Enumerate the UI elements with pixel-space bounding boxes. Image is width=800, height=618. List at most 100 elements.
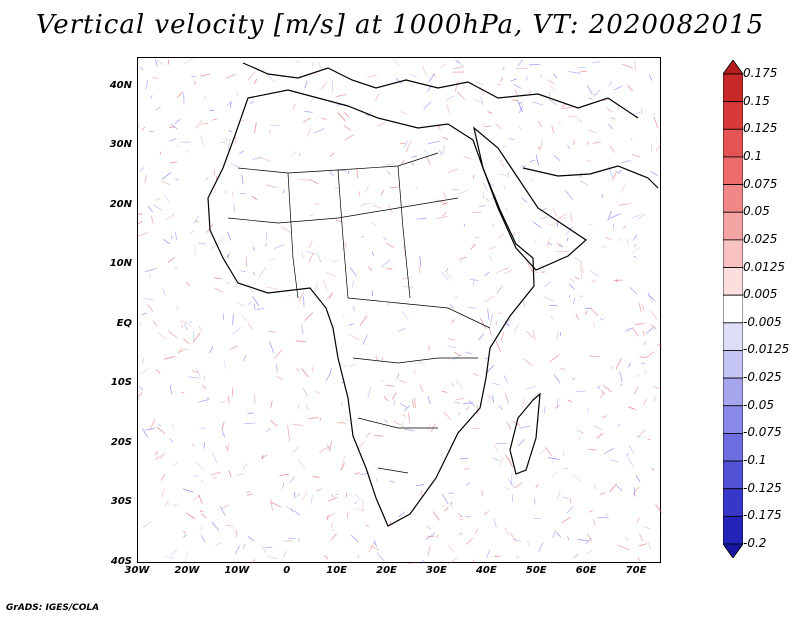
- velocity-contour: [360, 203, 366, 207]
- velocity-contour: [441, 390, 448, 393]
- velocity-contour: [605, 236, 613, 240]
- velocity-contour: [200, 73, 211, 77]
- velocity-contour: [372, 205, 382, 209]
- velocity-contour: [547, 242, 553, 246]
- velocity-contour: [568, 115, 578, 118]
- madagascar-coastline: [509, 392, 541, 475]
- velocity-contour: [637, 213, 646, 220]
- velocity-contour: [249, 100, 254, 105]
- velocity-contour: [147, 304, 154, 313]
- colorbar-segment: [723, 156, 743, 185]
- velocity-contour: [239, 150, 244, 154]
- velocity-contour: [483, 182, 488, 192]
- velocity-contour: [348, 333, 360, 341]
- velocity-contour: [589, 307, 599, 316]
- velocity-contour: [343, 125, 352, 131]
- velocity-contour: [175, 178, 179, 181]
- velocity-contour: [556, 490, 561, 500]
- velocity-contour: [496, 285, 504, 294]
- velocity-contour: [195, 120, 203, 129]
- lat-tick-label: 10N: [109, 258, 132, 270]
- colorbar-tick-label: -0.05: [743, 397, 775, 412]
- velocity-contour: [208, 109, 215, 112]
- velocity-contour: [139, 321, 142, 326]
- velocity-contour: [561, 496, 570, 500]
- velocity-contour: [225, 190, 228, 194]
- velocity-contour: [392, 58, 400, 66]
- velocity-contour: [297, 405, 300, 410]
- colorbar-tick-label: -0.1: [743, 453, 767, 468]
- velocity-contour: [400, 160, 405, 164]
- velocity-contour: [636, 374, 640, 378]
- velocity-contour: [247, 323, 253, 330]
- velocity-contour: [530, 392, 541, 400]
- velocity-contour: [221, 430, 226, 438]
- velocity-contour: [540, 216, 548, 220]
- velocity-contour: [498, 173, 507, 176]
- velocity-contour: [310, 494, 314, 505]
- velocity-contour: [155, 106, 161, 111]
- velocity-contour: [414, 397, 416, 409]
- velocity-contour: [472, 373, 479, 377]
- velocity-contour: [552, 207, 557, 217]
- velocity-contour: [140, 167, 144, 172]
- velocity-contour: [344, 134, 354, 141]
- velocity-contour: [601, 245, 607, 248]
- velocity-contour: [316, 390, 320, 395]
- velocity-contour: [225, 73, 236, 80]
- velocity-contour: [498, 404, 504, 411]
- velocity-contour: [588, 129, 597, 133]
- velocity-contour: [155, 453, 158, 459]
- velocity-contour: [489, 313, 494, 326]
- velocity-contour: [404, 428, 415, 432]
- credit-label: GrADS: IGES/COLA: [6, 603, 100, 613]
- velocity-contour: [442, 136, 449, 140]
- velocity-contour: [625, 536, 629, 541]
- velocity-contour: [380, 259, 391, 268]
- velocity-contour: [190, 230, 195, 234]
- velocity-contour: [341, 313, 346, 318]
- velocity-contour: [227, 138, 231, 151]
- velocity-contour: [405, 140, 412, 152]
- velocity-contour: [288, 435, 291, 443]
- velocity-contour: [593, 425, 603, 431]
- velocity-contour: [301, 368, 309, 378]
- map-frame: [137, 57, 662, 564]
- velocity-contour: [367, 266, 373, 271]
- velocity-contour: [373, 539, 378, 547]
- velocity-contour: [472, 278, 475, 287]
- velocity-contour: [513, 83, 522, 89]
- velocity-contour: [601, 194, 604, 199]
- velocity-contour: [142, 520, 152, 529]
- velocity-contour: [442, 202, 448, 206]
- velocity-contour: [529, 177, 534, 182]
- velocity-contour: [422, 66, 427, 76]
- velocity-contour: [631, 247, 640, 254]
- velocity-contour: [354, 472, 360, 475]
- velocity-contour: [143, 298, 155, 301]
- velocity-contour: [264, 546, 273, 549]
- velocity-contour: [446, 267, 449, 272]
- velocity-contour: [538, 542, 544, 552]
- velocity-contour: [269, 419, 278, 427]
- velocity-contour: [610, 459, 618, 463]
- velocity-contour: [169, 438, 174, 443]
- velocity-contour: [247, 301, 252, 306]
- velocity-contour: [413, 370, 416, 375]
- velocity-contour: [377, 122, 385, 127]
- velocity-contour: [579, 262, 585, 274]
- velocity-contour: [174, 119, 181, 125]
- velocity-contour: [447, 168, 459, 173]
- europe-coastline: [242, 62, 639, 119]
- velocity-contour: [153, 204, 163, 211]
- velocity-contour: [561, 106, 573, 110]
- velocity-contour: [447, 345, 457, 349]
- velocity-contour: [427, 545, 431, 557]
- velocity-contour: [184, 323, 188, 331]
- velocity-contour: [185, 512, 196, 520]
- velocity-contour: [431, 72, 437, 78]
- velocity-contour: [495, 320, 497, 325]
- colorbar-tick-label: 0.175: [743, 66, 778, 80]
- velocity-contour: [167, 256, 176, 263]
- velocity-contour: [381, 357, 384, 361]
